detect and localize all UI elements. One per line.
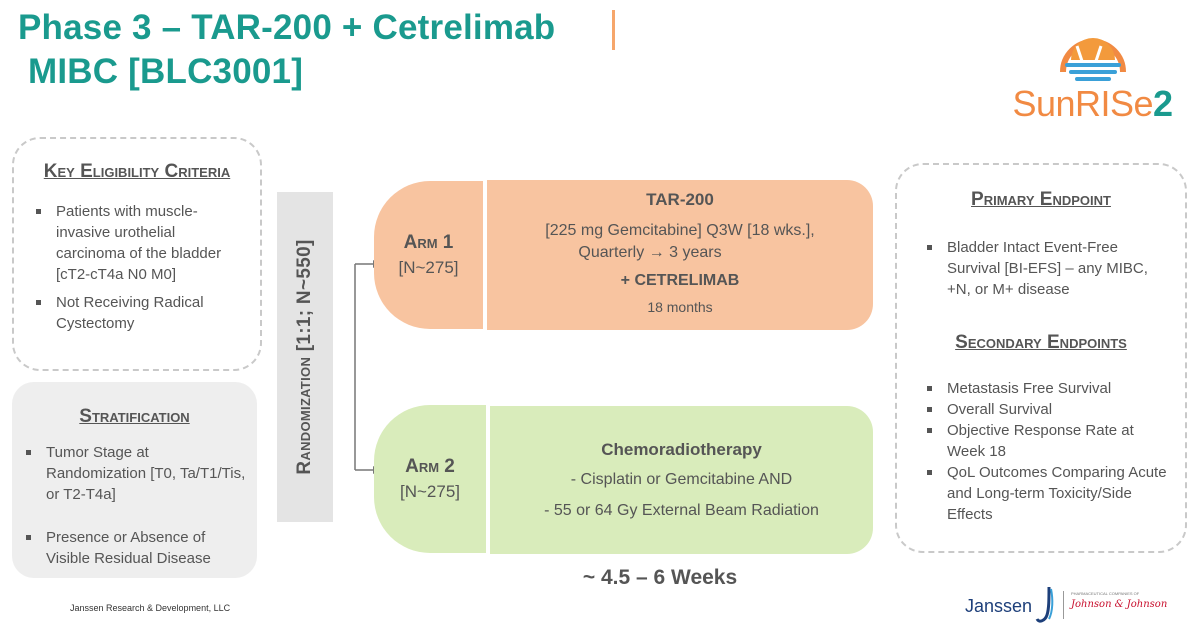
footer-credit: Janssen Research & Development, LLC bbox=[70, 603, 231, 613]
janssen-divider bbox=[1063, 591, 1064, 619]
stratification-list: Tumor Stage at Randomization [T0, Ta/T1/… bbox=[22, 442, 249, 569]
arm2-body: Chemoradiotherapy - Cisplatin or Gemcita… bbox=[490, 406, 873, 554]
logo-wordmark: SunRISe2 bbox=[1005, 82, 1180, 126]
arm2-therapy: Chemoradiotherapy bbox=[601, 440, 762, 459]
secondary-item: QoL Outcomes Comparing Acute and Long-te… bbox=[923, 462, 1173, 525]
stratification-heading: Stratification bbox=[79, 406, 190, 427]
eligibility-list: Patients with muscle-invasive urothelial… bbox=[32, 201, 248, 334]
title-divider bbox=[612, 10, 615, 50]
arm2-cap: Arm 2 [N~275] bbox=[374, 405, 486, 553]
secondary-heading: Secondary Endpoints bbox=[955, 332, 1127, 353]
eligibility-item: Patients with muscle-invasive urothelial… bbox=[32, 201, 248, 285]
janssen-tagline: PHARMACEUTICAL COMPANIES OF bbox=[1071, 591, 1140, 596]
arm1-name: Arm 1 bbox=[403, 232, 454, 253]
randomization-bar: Randomization [1:1; N~550] bbox=[277, 192, 333, 522]
secondary-item: Objective Response Rate at Week 18 bbox=[923, 420, 1173, 462]
arm2-line2: - 55 or 64 Gy External Beam Radiation bbox=[544, 502, 819, 519]
secondary-item: Metastasis Free Survival bbox=[923, 378, 1173, 399]
arm2-line1: - Cisplatin or Gemcitabine AND bbox=[570, 471, 793, 488]
janssen-name: Janssen bbox=[965, 596, 1033, 616]
arm1-dose-line1: [225 mg Gemcitabine] Q3W [18 wks.], bbox=[545, 222, 815, 239]
logo-text-main: SunRISe bbox=[1012, 83, 1154, 124]
randomization-label: Randomization [1:1; N~550] bbox=[294, 239, 315, 475]
eligibility-box: Key Eligibility Criteria Patients with m… bbox=[12, 137, 262, 371]
arm1-n: [N~275] bbox=[398, 258, 459, 277]
arm1-duration: 18 months bbox=[647, 299, 713, 315]
primary-list: Bladder Intact Event-Free Survival [BI-E… bbox=[923, 237, 1173, 300]
jnj-wordmark: Johnson & Johnson bbox=[1071, 599, 1168, 610]
arm1-cap: Arm 1 [N~275] bbox=[374, 181, 483, 329]
endpoints-box: Primary Endpoint Bladder Intact Event-Fr… bbox=[895, 163, 1187, 553]
slide-title: Phase 3 – TAR-200 + Cetrelimab MIBC [BLC… bbox=[18, 6, 555, 94]
title-line-1: Phase 3 – TAR-200 + Cetrelimab bbox=[18, 8, 556, 47]
logo-text-number: 2 bbox=[1153, 83, 1173, 124]
treatment-duration: ~ 4.5 – 6 Weeks bbox=[582, 566, 738, 589]
primary-item: Bladder Intact Event-Free Survival [BI-E… bbox=[923, 237, 1173, 300]
arm2-name: Arm 2 bbox=[405, 456, 455, 477]
arm1-body: TAR-200 [225 mg Gemcitabine] Q3W [18 wks… bbox=[487, 180, 873, 330]
eligibility-heading: Key Eligibility Criteria bbox=[43, 161, 231, 182]
arm2-n: [N~275] bbox=[399, 482, 460, 501]
arm1-drug: TAR-200 bbox=[646, 190, 714, 209]
stratification-item: Tumor Stage at Randomization [T0, Ta/T1/… bbox=[22, 442, 249, 505]
primary-heading: Primary Endpoint bbox=[971, 189, 1111, 210]
stratification-item: Presence or Absence of Visible Residual … bbox=[22, 527, 249, 569]
secondary-item: Overall Survival bbox=[923, 399, 1173, 420]
secondary-list: Metastasis Free Survival Overall Surviva… bbox=[923, 378, 1173, 525]
janssen-j-icon bbox=[1035, 586, 1054, 623]
stratification-box: Stratification Tumor Stage at Randomizat… bbox=[12, 382, 257, 578]
eligibility-item: Not Receiving Radical Cystectomy bbox=[32, 292, 248, 334]
arm1-dose-line2: Quarterly → 3 years bbox=[578, 244, 722, 261]
title-line-2: MIBC [BLC3001] bbox=[28, 52, 304, 91]
sun-icon bbox=[1060, 38, 1126, 81]
sunrise2-logo: SunRISe2 bbox=[1005, 20, 1180, 130]
arm1-combo: + CETRELIMAB bbox=[620, 272, 740, 289]
janssen-logo: Janssen PHARMACEUTICAL COMPANIES OF John… bbox=[965, 585, 1168, 625]
